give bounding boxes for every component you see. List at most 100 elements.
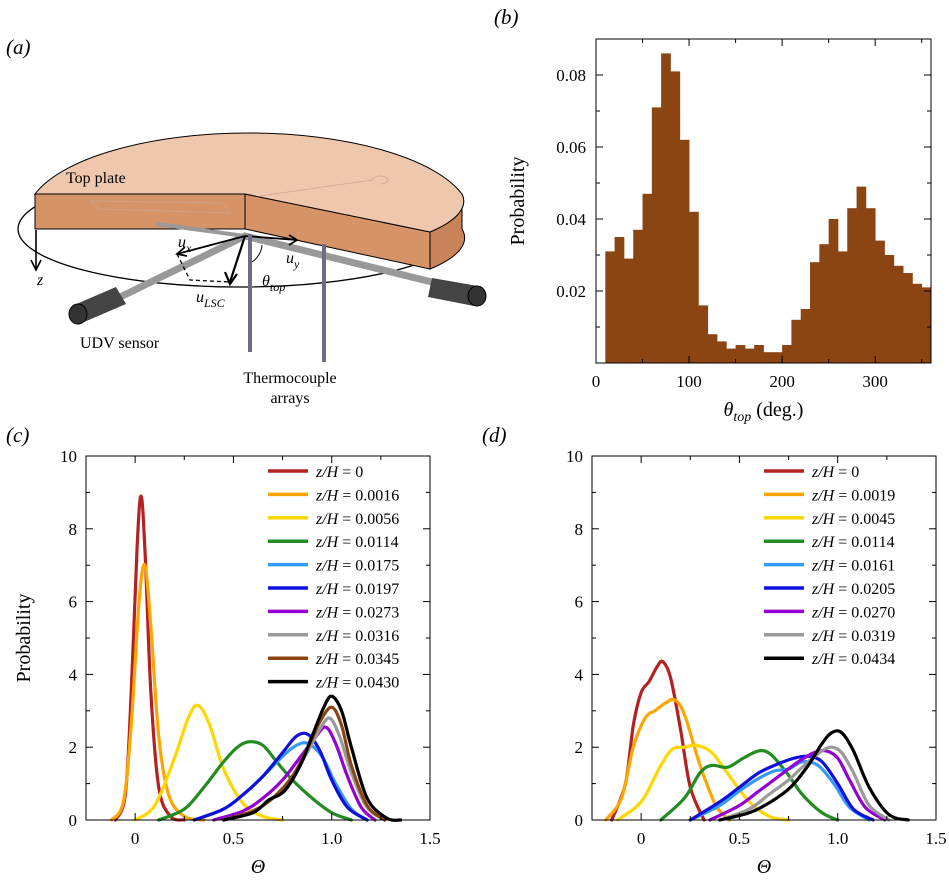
udv-beam-back xyxy=(155,222,246,238)
y-tick-label: 8 xyxy=(575,520,584,539)
histogram-bar xyxy=(782,345,792,363)
thermocouple-rod-1 xyxy=(248,234,252,352)
plot-frame xyxy=(595,38,932,364)
histogram-bar xyxy=(716,341,727,363)
legend-entry: z/H = 0.0175 xyxy=(315,558,399,575)
x-tick-label: 1.0 xyxy=(827,829,848,848)
udv-sensor-label: UDV sensor xyxy=(80,335,160,352)
y-tick-label: 0.04 xyxy=(556,210,586,229)
histogram-bar xyxy=(865,208,876,363)
histogram-bar xyxy=(921,287,932,363)
histogram-bar xyxy=(828,219,839,363)
ux-label: ux xyxy=(178,234,192,255)
series-line-5 xyxy=(192,731,369,822)
histogram-bar xyxy=(912,283,923,363)
z-axis-arrowhead xyxy=(30,259,42,272)
y-tick-label: 2 xyxy=(575,738,584,757)
plate-front-face xyxy=(34,193,246,230)
histogram-bar xyxy=(689,211,699,363)
histogram-bar xyxy=(633,229,643,363)
legend-entry: z/H = 0 xyxy=(811,464,859,481)
histogram-bar xyxy=(642,193,653,363)
legend-entry: z/H = 0.0316 xyxy=(315,628,399,645)
ux-arrow xyxy=(176,235,246,255)
histogram-bar xyxy=(707,334,718,363)
histogram-bar xyxy=(847,208,857,363)
y-tick-label: 0.06 xyxy=(556,138,586,157)
udv-sensor-right xyxy=(428,278,487,307)
legend-entry: z/H = 0.0019 xyxy=(811,487,895,504)
legend-entry: z/H = 0.0114 xyxy=(811,534,895,551)
x-tick-label: 0.5 xyxy=(223,829,244,848)
legend-entry: z/H = 0.0205 xyxy=(811,581,895,598)
histogram-bar xyxy=(875,240,885,363)
histogram-bar xyxy=(819,244,830,363)
x-axis-label: θtop (deg.) xyxy=(724,399,804,425)
x-tick-label: 100 xyxy=(676,372,702,391)
series-line-5 xyxy=(688,754,875,822)
histogram-bar xyxy=(791,319,802,363)
thermocouple-rod-2 xyxy=(322,244,326,362)
axis-ticks: 0 100 200 300 0.02 0.04 0.06 0.08 xyxy=(556,39,931,391)
pdf-curves xyxy=(604,659,911,822)
histogram-bar xyxy=(679,139,690,363)
x-tick-label: 1.5 xyxy=(925,829,946,848)
histogram-bar xyxy=(623,258,634,363)
y-tick-label: 6 xyxy=(575,593,584,612)
plate-hole xyxy=(259,175,389,197)
axis-ticks: 0 0.5 1.0 1.5 0 2 4 6 8 10 xyxy=(60,447,441,848)
panel-label-a: (a) xyxy=(6,35,31,59)
series-line-2 xyxy=(615,743,791,822)
series-line-8 xyxy=(718,729,911,822)
y-tick-label: 0.08 xyxy=(556,66,586,85)
histogram-bar xyxy=(735,345,746,363)
histogram-bar xyxy=(810,262,820,363)
series-line-3 xyxy=(659,749,840,822)
legend-entry: z/H = 0.0197 xyxy=(315,581,399,598)
theta-top-label: θtop xyxy=(262,273,285,294)
projection-dashed xyxy=(176,253,231,283)
legend-entry: z/H = 0.0319 xyxy=(811,628,895,645)
udv-sensor-left xyxy=(68,287,126,325)
histogram-bar xyxy=(893,265,904,363)
series-line-7 xyxy=(718,745,891,822)
y-tick-label: 4 xyxy=(69,665,78,684)
histogram-bar xyxy=(800,309,811,363)
x-tick-label: 0.5 xyxy=(729,829,750,848)
histogram-bar xyxy=(884,255,895,363)
histogram-bar xyxy=(698,305,709,363)
legend: z/H = 0 z/H = 0.0019 z/H = 0.0045 z/H = 0.0… xyxy=(764,464,895,668)
x-tick-label: 200 xyxy=(769,372,795,391)
legend-entry: z/H = 0.0430 xyxy=(315,675,399,692)
uy-label: uy xyxy=(286,250,300,271)
y-tick-label: 4 xyxy=(575,665,584,684)
y-tick-label: 2 xyxy=(69,738,78,757)
legend-entry: z/H = 0.0114 xyxy=(315,534,399,551)
arrays-label: arrays xyxy=(270,390,309,407)
legend-entry: z/H = 0.0345 xyxy=(315,651,399,668)
theta-arc xyxy=(251,244,263,263)
z-axis-label: z xyxy=(36,272,44,289)
x-tick-label: 0 xyxy=(592,372,601,391)
y-axis-label: Probability xyxy=(13,594,35,683)
theta-histogram: 0 100 200 300 0.02 0.04 0.06 0.08 Probability θ… xyxy=(507,38,932,425)
histogram-bar xyxy=(744,348,755,363)
histogram-bar xyxy=(661,53,671,364)
histogram-bar xyxy=(856,186,867,363)
series-line-1 xyxy=(604,697,732,822)
plate-groove xyxy=(88,200,231,214)
legend: z/H = 0 z/H = 0.0016 z/H = 0.0056 z/H = 0.0… xyxy=(268,464,399,692)
x-axis-label: Θ xyxy=(757,856,771,878)
plate-top-face xyxy=(33,132,465,233)
histogram-bar xyxy=(670,71,681,364)
histogram-bar xyxy=(614,237,625,363)
histogram-bar xyxy=(754,345,764,363)
y-tick-label: 8 xyxy=(69,520,78,539)
histogram-bar xyxy=(605,251,616,363)
y-tick-label: 10 xyxy=(60,447,77,466)
series-line-0 xyxy=(610,659,706,822)
panel-label-d: (d) xyxy=(482,423,507,447)
y-tick-label: 0 xyxy=(69,811,78,830)
axis-ticks: 0 0.5 1.0 1.5 0 2 4 6 8 10 xyxy=(566,447,947,848)
